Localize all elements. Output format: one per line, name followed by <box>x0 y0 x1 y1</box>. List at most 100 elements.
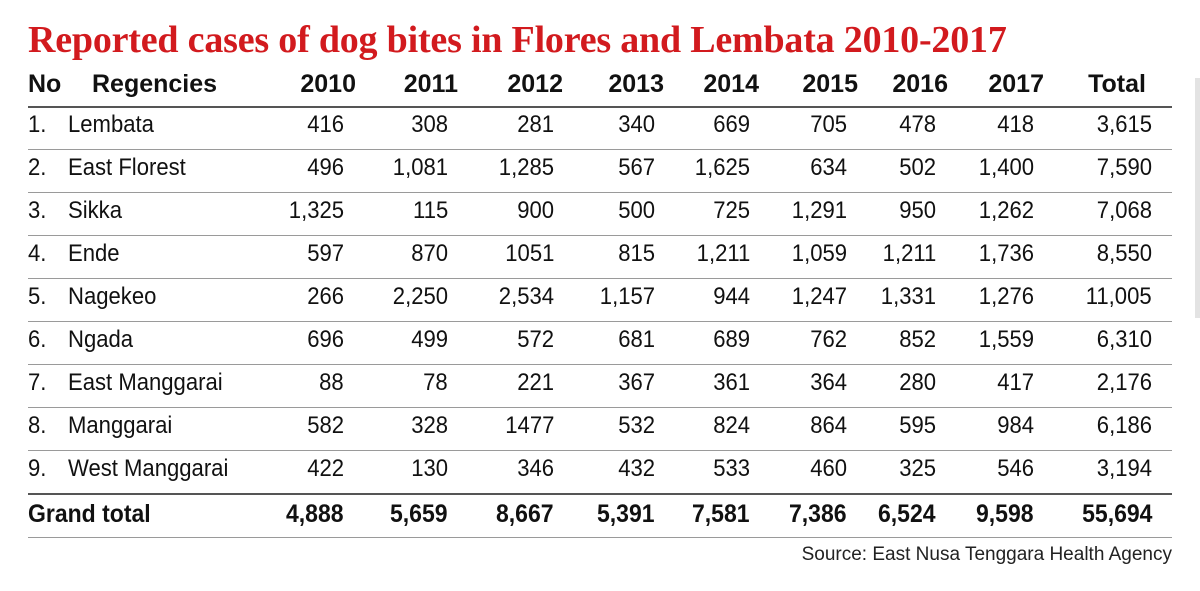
row-divider <box>28 278 1172 279</box>
value-2016: 950 <box>899 197 936 224</box>
value-2014: 1,211 <box>696 240 750 267</box>
total-2010: 4,888 <box>286 500 344 528</box>
row-divider <box>28 407 1172 408</box>
value-2017: 546 <box>997 455 1034 482</box>
total-2011: 5,659 <box>390 500 448 528</box>
value-2010: 496 <box>307 154 344 181</box>
value-2010: 266 <box>307 283 344 310</box>
value-2012: 2,534 <box>498 283 554 310</box>
value-2011: 78 <box>423 369 448 396</box>
value-2010: 1,325 <box>288 197 344 224</box>
value-2011: 870 <box>411 240 448 267</box>
header-2011: 2011 <box>403 70 458 98</box>
header-2013: 2013 <box>608 70 664 98</box>
value-total: 2,176 <box>1096 369 1152 396</box>
value-2015: 634 <box>810 154 847 181</box>
value-2015: 762 <box>810 326 847 353</box>
value-2016: 1,211 <box>882 240 936 267</box>
value-2010: 696 <box>307 326 344 353</box>
row-divider <box>28 321 1172 322</box>
value-2015: 705 <box>810 111 847 138</box>
regency-name: Manggarai <box>68 412 173 439</box>
total-2014: 7,581 <box>692 500 750 528</box>
row-number: 8. <box>28 412 47 439</box>
value-2013: 815 <box>618 240 655 267</box>
table-row: 5. Nagekeo 266 2,250 2,534 1,157 944 1,2… <box>0 283 1200 323</box>
value-2017: 1,559 <box>978 326 1034 353</box>
value-2015: 1,291 <box>791 197 847 224</box>
value-2012: 572 <box>517 326 554 353</box>
grand-total-row: Grand total 4,888 5,659 8,667 5,391 7,58… <box>0 500 1200 540</box>
table-title: Reported cases of dog bites in Flores an… <box>28 19 1007 61</box>
value-2010: 416 <box>307 111 344 138</box>
row-divider <box>28 235 1172 236</box>
value-2017: 418 <box>997 111 1034 138</box>
value-2014: 361 <box>713 369 750 396</box>
value-2014: 1,625 <box>694 154 750 181</box>
header-no: No <box>28 70 62 98</box>
table-row: 6. Ngada 696 499 572 681 689 762 852 1,5… <box>0 326 1200 366</box>
value-total: 6,310 <box>1096 326 1152 353</box>
value-2017: 1,262 <box>978 197 1034 224</box>
value-total: 3,194 <box>1096 455 1152 482</box>
value-2016: 852 <box>899 326 936 353</box>
value-2010: 582 <box>307 412 344 439</box>
value-2015: 1,059 <box>791 240 847 267</box>
row-divider <box>28 450 1172 451</box>
value-2015: 1,247 <box>791 283 847 310</box>
value-2013: 340 <box>618 111 655 138</box>
header-divider <box>28 106 1172 108</box>
table-row: 7. East Manggarai 88 78 221 367 361 364 … <box>0 369 1200 409</box>
table-header-row: No Regencies 2010 2011 2012 2013 2014 20… <box>0 70 1200 104</box>
value-2015: 364 <box>810 369 847 396</box>
value-2011: 328 <box>411 412 448 439</box>
value-2017: 417 <box>997 369 1034 396</box>
value-2014: 824 <box>713 412 750 439</box>
value-2017: 984 <box>997 412 1034 439</box>
value-2016: 280 <box>899 369 936 396</box>
value-2013: 432 <box>618 455 655 482</box>
regency-name: Nagekeo <box>68 283 157 310</box>
table-row: 3. Sikka 1,325 115 900 500 725 1,291 950… <box>0 197 1200 237</box>
value-2014: 944 <box>713 283 750 310</box>
row-divider <box>28 192 1172 193</box>
value-2017: 1,400 <box>978 154 1034 181</box>
table-row: 9. West Manggarai 422 130 346 432 533 46… <box>0 455 1200 495</box>
total-2016: 6,524 <box>878 500 936 528</box>
value-2016: 325 <box>899 455 936 482</box>
value-2016: 595 <box>899 412 936 439</box>
value-2012: 346 <box>517 455 554 482</box>
row-number: 3. <box>28 197 47 224</box>
total-divider <box>28 493 1172 495</box>
regency-name: Ende <box>68 240 120 267</box>
source-note: Source: East Nusa Tenggara Health Agency <box>801 544 1172 565</box>
value-2014: 725 <box>713 197 750 224</box>
value-2014: 689 <box>713 326 750 353</box>
row-number: 4. <box>28 240 47 267</box>
value-2012: 281 <box>517 111 554 138</box>
value-2013: 500 <box>618 197 655 224</box>
regency-name: Lembata <box>68 111 154 138</box>
value-2012: 1051 <box>504 240 554 267</box>
value-2011: 2,250 <box>392 283 448 310</box>
header-2015: 2015 <box>802 70 858 98</box>
total-2013: 5,391 <box>597 500 655 528</box>
header-2014: 2014 <box>703 70 759 98</box>
table-row: 8. Manggarai 582 328 1477 532 824 864 59… <box>0 412 1200 452</box>
value-2010: 597 <box>307 240 344 267</box>
value-2011: 1,081 <box>392 154 448 181</box>
value-2017: 1,736 <box>978 240 1034 267</box>
value-2017: 1,276 <box>978 283 1034 310</box>
value-2011: 115 <box>412 197 448 224</box>
total-2012: 8,667 <box>496 500 554 528</box>
row-number: 7. <box>28 369 47 396</box>
row-divider <box>28 149 1172 150</box>
value-2012: 221 <box>517 369 554 396</box>
value-total: 11,005 <box>1086 283 1152 310</box>
row-number: 2. <box>28 154 47 181</box>
regency-name: Ngada <box>68 326 134 353</box>
regency-name: West Manggarai <box>68 455 229 482</box>
value-2011: 499 <box>411 326 448 353</box>
value-2011: 130 <box>411 455 448 482</box>
value-2012: 1,285 <box>498 154 554 181</box>
